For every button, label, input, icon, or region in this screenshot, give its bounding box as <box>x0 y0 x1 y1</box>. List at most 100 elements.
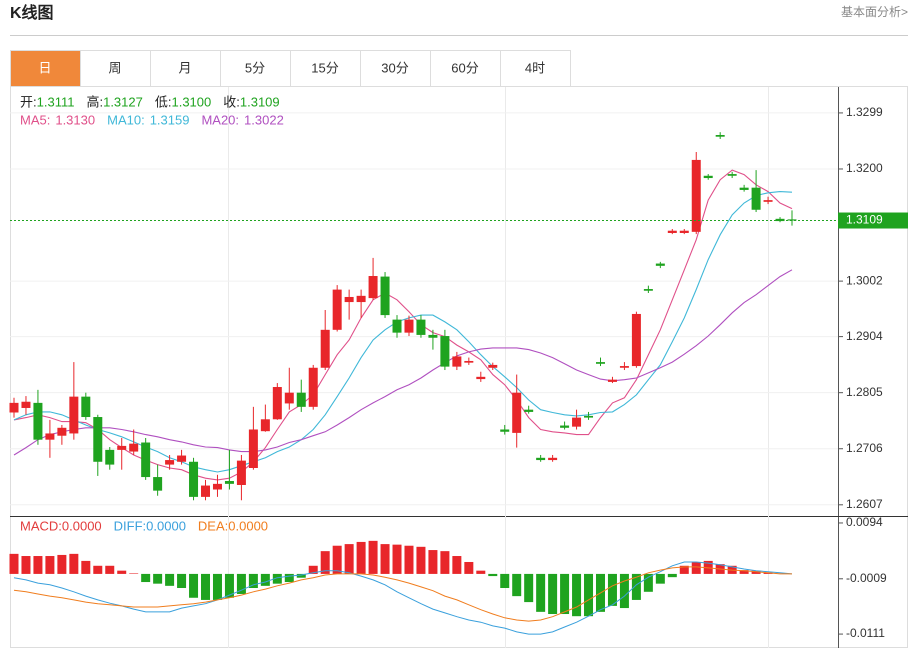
candle-body <box>440 336 450 367</box>
readout-value: 0.0000 <box>228 518 268 533</box>
tab-label[interactable]: 月 <box>178 60 191 75</box>
y-tick-label: 1.3002 <box>846 273 883 287</box>
candle-body <box>763 200 773 202</box>
readout-value: 1.3159 <box>150 112 190 127</box>
candle-body <box>428 334 438 338</box>
candle-body <box>715 135 725 137</box>
candle-body <box>584 415 594 418</box>
macd-bar <box>129 573 139 574</box>
macd-line <box>13 561 793 635</box>
macd-bar <box>344 544 354 574</box>
candle-body <box>9 402 19 413</box>
tab[interactable] <box>10 50 81 87</box>
candle-body <box>260 419 270 432</box>
macd-bar <box>763 572 773 574</box>
macd-bar <box>368 540 378 574</box>
candle-body <box>488 364 498 368</box>
fundamentals-link[interactable]: 基本面分析> <box>841 5 908 19</box>
macd-bar <box>739 570 749 574</box>
candle-body <box>380 276 390 316</box>
candle-body <box>356 295 366 303</box>
candle-body <box>272 387 282 420</box>
macd-bar <box>356 541 366 574</box>
candle-body <box>631 313 641 367</box>
readout-name: 高: <box>86 94 103 109</box>
candle-body <box>212 483 222 490</box>
candle-body <box>500 429 510 432</box>
macd-bar <box>33 556 43 574</box>
tab-label[interactable]: 周 <box>108 60 121 75</box>
macd-bar <box>248 573 258 589</box>
candle-body <box>560 425 570 428</box>
macd-bar <box>117 570 127 574</box>
tab[interactable] <box>430 50 501 87</box>
candle-body <box>105 449 115 465</box>
candle-body <box>464 360 474 363</box>
candle-body <box>452 356 462 367</box>
macd-bar <box>177 573 187 589</box>
candle-body <box>201 485 211 497</box>
candle-body <box>787 219 797 221</box>
macd-bar <box>380 544 390 574</box>
tab[interactable] <box>500 50 571 87</box>
candle-body <box>548 457 558 461</box>
candle-body <box>33 402 43 440</box>
candle-body <box>739 187 749 190</box>
tab-label[interactable]: 5分 <box>245 60 265 75</box>
macd-bar <box>189 573 199 598</box>
readout-value: 1.3109 <box>240 94 280 109</box>
macd-bar <box>332 545 342 574</box>
readout-name: 开: <box>20 94 37 109</box>
candle-body <box>308 367 318 407</box>
macd-bar <box>572 573 582 617</box>
y-tick-label: 1.2706 <box>846 441 883 455</box>
readout-name: DEA: <box>198 518 228 533</box>
tab-label[interactable]: 30分 <box>381 60 408 75</box>
candle-body <box>141 442 151 478</box>
candle-body <box>512 392 522 433</box>
price-flag <box>838 212 908 229</box>
candle-body <box>607 379 617 382</box>
tab-label[interactable]: 日 <box>38 60 51 75</box>
readout-name: DIFF: <box>114 518 147 533</box>
macd-bar <box>404 545 414 574</box>
candle-body <box>21 401 31 408</box>
macd-bar <box>153 573 163 584</box>
macd-bar <box>224 573 234 598</box>
tab[interactable] <box>80 50 151 87</box>
page-title: K线图 <box>10 3 54 22</box>
macd-bar <box>524 573 534 603</box>
tab-label[interactable]: 4时 <box>525 60 545 75</box>
tab[interactable] <box>150 50 221 87</box>
macd-bar <box>236 573 246 594</box>
macd-bar <box>272 573 282 584</box>
ma-line <box>13 191 793 473</box>
readout-name: MA5: <box>20 112 50 127</box>
macd-bar <box>751 570 761 574</box>
candle-body <box>81 396 91 418</box>
tab[interactable] <box>290 50 361 87</box>
candle-body <box>153 477 163 491</box>
macd-bar <box>584 573 594 617</box>
y-tick-label: 1.3299 <box>846 105 883 119</box>
macd-bar <box>667 573 677 578</box>
readout-name: 收: <box>223 94 240 109</box>
candle-body <box>679 230 689 233</box>
macd-bar <box>165 573 175 586</box>
macd-bar <box>560 573 570 615</box>
macd-bar <box>536 573 546 612</box>
candle-body <box>655 263 665 266</box>
tab[interactable] <box>220 50 291 87</box>
tab-label[interactable]: 60分 <box>451 60 478 75</box>
tab-label[interactable]: 15分 <box>311 60 338 75</box>
candle-body <box>69 396 79 434</box>
readout-value: 1.3130 <box>55 112 95 127</box>
candle-body <box>284 392 294 404</box>
macd-bar <box>320 551 330 574</box>
macd-bar <box>655 573 665 584</box>
macd-bar <box>212 573 222 600</box>
macd-bar <box>105 565 115 574</box>
candle-body <box>392 319 402 333</box>
candle-body <box>332 289 342 330</box>
